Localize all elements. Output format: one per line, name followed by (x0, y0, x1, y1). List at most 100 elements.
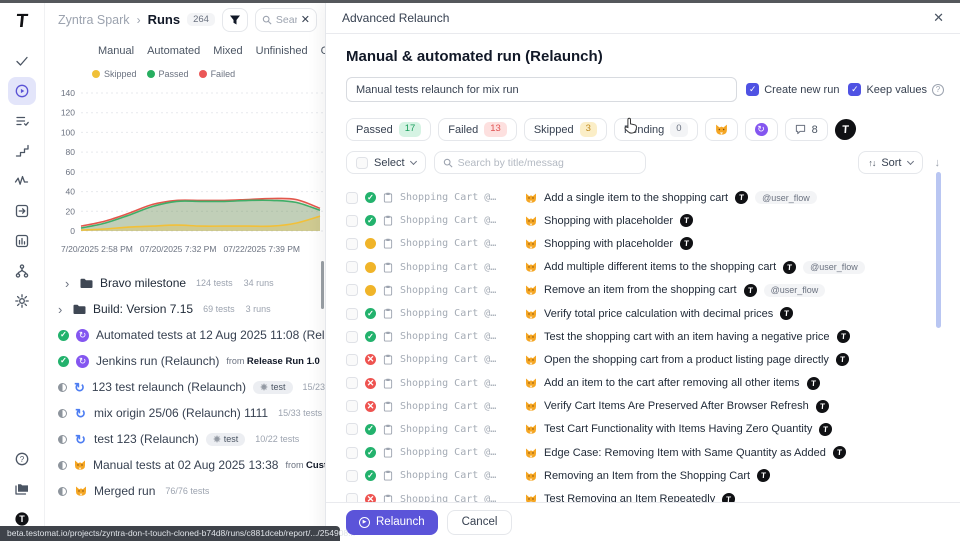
run-type-icon (74, 485, 87, 497)
sidebar-item-box-arrow[interactable] (8, 197, 36, 225)
status-filter-chip[interactable]: Skipped 3 (524, 118, 607, 141)
run-row[interactable]: ✓ ↻ Jenkins run (Relaunch) from Release … (58, 348, 326, 374)
legend-label: Skipped (104, 69, 137, 79)
test-assignee-avatar: T (815, 400, 829, 413)
run-meta: 15/23 tests (300, 382, 326, 392)
sidebar-item-gear[interactable] (8, 287, 36, 315)
run-row[interactable]: ↻ 123 test relaunch (Relaunch) test 15/2… (58, 374, 326, 400)
run-name-input[interactable] (346, 77, 737, 102)
close-icon[interactable]: ✕ (933, 10, 944, 26)
run-row[interactable]: ✓ ↻ Automated tests at 12 Aug 2025 11:08… (58, 322, 326, 348)
left-pane-scrollbar[interactable] (321, 261, 324, 309)
assignee-avatar[interactable]: T (834, 119, 856, 140)
sidebar-item-list-check[interactable] (8, 107, 36, 135)
test-row[interactable]: Shopping Cart @… Add multiple different … (346, 256, 944, 279)
status-filter-chip[interactable]: Failed 13 (438, 118, 517, 141)
test-row[interactable]: ✓ Shopping Cart @… Test the shopping car… (346, 325, 944, 348)
test-checkbox[interactable] (346, 331, 358, 343)
test-checkbox[interactable] (346, 238, 358, 250)
filter-button[interactable] (222, 8, 248, 32)
sidebar-item-help[interactable]: ? (8, 445, 36, 473)
run-title: Jenkins run (Relaunch) (96, 354, 219, 368)
funnel-icon (229, 14, 241, 26)
test-row[interactable]: Shopping Cart @… Remove an item from the… (346, 279, 944, 302)
test-checkbox[interactable] (346, 354, 358, 366)
checkbox-checked-icon[interactable]: ✓ (746, 83, 759, 96)
sidebar-item-report[interactable] (8, 227, 36, 255)
sidebar-item-branch[interactable] (8, 257, 36, 285)
test-checkbox[interactable] (346, 400, 358, 412)
test-checkbox[interactable] (346, 284, 358, 296)
breadcrumb-project[interactable]: Zyntra Spark (58, 13, 130, 27)
relaunch-icon: ↻ (755, 123, 768, 136)
list-check-icon (14, 113, 30, 129)
test-row[interactable]: ✓ Shopping Cart @… Test Cart Functionali… (346, 418, 944, 441)
run-row[interactable]: ↻ test 123 (Relaunch) test 10/22 tests (58, 426, 326, 452)
download-button[interactable]: ↓ (931, 157, 945, 169)
report-icon (14, 233, 30, 249)
test-checkbox[interactable] (346, 261, 358, 273)
sidebar-item-steps[interactable] (8, 137, 36, 165)
status-filter-chip[interactable]: Pending 0 (614, 118, 698, 141)
tab-item[interactable]: Mixed (213, 45, 242, 57)
test-checkbox[interactable] (346, 493, 358, 502)
test-row[interactable]: ✓ Shopping Cart @… Removing an Item from… (346, 464, 944, 487)
checkbox-checked-icon[interactable]: ✓ (848, 83, 861, 96)
tests-search-input[interactable]: Search by title/messag (434, 151, 646, 174)
test-checkbox[interactable] (346, 470, 358, 482)
keep-values-option[interactable]: ✓ Keep values ? (848, 83, 944, 96)
sidebar-item-play-circle[interactable] (8, 77, 36, 105)
sort-dropdown[interactable]: ↑↓ Sort (858, 151, 922, 174)
run-row[interactable]: ↻ mix origin 25/06 (Relaunch) 1111 15/33… (58, 400, 326, 426)
test-row[interactable]: ✕ Shopping Cart @… Verify Cart Items Are… (346, 395, 944, 418)
panel-header: Advanced Relaunch ✕ (326, 3, 960, 34)
comments-button[interactable]: 8 (785, 118, 828, 141)
test-checkbox[interactable] (346, 308, 358, 320)
run-row[interactable]: Merged run 76/76 tests (58, 478, 326, 504)
test-row[interactable]: ✓ Shopping Cart @… Add a single item to … (346, 186, 944, 209)
test-title: Verify total price calculation with deci… (544, 308, 773, 320)
chevron-right-icon[interactable]: › (65, 276, 73, 291)
test-checkbox[interactable] (346, 447, 358, 459)
test-row[interactable]: ✕ Shopping Cart @… Test Removing an Item… (346, 487, 944, 502)
relaunch-button[interactable]: ▶ Relaunch (346, 510, 438, 535)
brand-logo: T (15, 11, 29, 33)
tab-item[interactable]: Automated (147, 45, 200, 57)
fox-icon (525, 377, 537, 389)
create-new-run-option[interactable]: ✓ Create new run (746, 83, 839, 96)
tab-item[interactable]: Unfinished (256, 45, 308, 57)
relaunch-source-button[interactable]: ↻ (745, 118, 778, 141)
test-row[interactable]: ✓ Shopping Cart @… Edge Case: Removing I… (346, 441, 944, 464)
test-row[interactable]: ✓ Shopping Cart @… Shopping with placeho… (346, 209, 944, 232)
runs-search-input[interactable]: Search [C ✕ (255, 8, 317, 32)
test-row[interactable]: ✕ Shopping Cart @… Add an item to the ca… (346, 372, 944, 395)
test-status-icon: ✕ (365, 494, 376, 502)
test-row[interactable]: Shopping Cart @… Shopping with placehold… (346, 232, 944, 255)
tests-scrollbar[interactable] (936, 172, 941, 328)
steps-icon (14, 143, 30, 159)
status-filter-chip[interactable]: Passed 17 (346, 118, 431, 141)
question-circle-icon[interactable]: ? (932, 84, 944, 96)
test-checkbox[interactable] (346, 215, 358, 227)
chevron-right-icon[interactable]: › (58, 302, 66, 317)
test-checkbox[interactable] (346, 423, 358, 435)
folder-row[interactable]: › Build: Version 7.15 69 tests3 runs (58, 296, 326, 322)
folder-row[interactable]: › Bravo milestone 124 tests34 runs (58, 270, 326, 296)
breadcrumb-page[interactable]: Runs (148, 12, 181, 27)
sidebar-item-check[interactable] (8, 47, 36, 75)
run-row[interactable]: Manual tests at 02 Aug 2025 13:38 from C… (58, 452, 326, 478)
test-status-icon: ✕ (365, 378, 376, 389)
tab-item[interactable]: Manual (98, 45, 134, 57)
select-all-checkbox[interactable] (356, 157, 368, 169)
test-row[interactable]: ✓ Shopping Cart @… Verify total price ca… (346, 302, 944, 325)
sidebar-item-activity[interactable] (8, 167, 36, 195)
test-checkbox[interactable] (346, 192, 358, 204)
manual-runner-button[interactable] (705, 118, 738, 141)
test-status-icon: ✓ (365, 331, 376, 342)
select-dropdown[interactable]: Select (346, 151, 426, 174)
test-checkbox[interactable] (346, 377, 358, 389)
clear-search-icon[interactable]: ✕ (301, 13, 310, 26)
cancel-button[interactable]: Cancel (447, 510, 513, 535)
sidebar-item-folders[interactable] (8, 475, 36, 503)
test-row[interactable]: ✕ Shopping Cart @… Open the shopping car… (346, 348, 944, 371)
